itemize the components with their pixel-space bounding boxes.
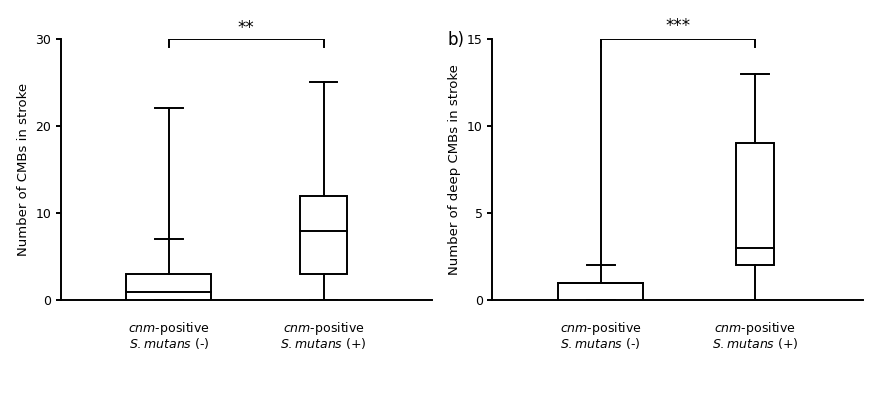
Y-axis label: Number of CMBs in stroke: Number of CMBs in stroke [17, 83, 30, 256]
Text: $\mathit{cnm}$-positive: $\mathit{cnm}$-positive [560, 320, 642, 337]
Text: $\mathit{S.mutans}$ (-): $\mathit{S.mutans}$ (-) [561, 336, 641, 351]
Text: $\mathit{S.mutans}$ (+): $\mathit{S.mutans}$ (+) [280, 336, 367, 351]
Text: $\mathit{cnm}$-positive: $\mathit{cnm}$-positive [128, 320, 210, 337]
Bar [736, 143, 774, 265]
Text: $\mathit{cnm}$-positive: $\mathit{cnm}$-positive [282, 320, 364, 337]
Y-axis label: Number of deep CMBs in stroke: Number of deep CMBs in stroke [448, 64, 461, 275]
Text: $\mathit{cnm}$-positive: $\mathit{cnm}$-positive [715, 320, 796, 337]
Text: ***: *** [665, 17, 691, 35]
Text: $\mathit{S.mutans}$ (+): $\mathit{S.mutans}$ (+) [712, 336, 798, 351]
Bar [127, 274, 211, 300]
Text: b): b) [448, 31, 465, 49]
Text: $\mathit{S.mutans}$ (-): $\mathit{S.mutans}$ (-) [128, 336, 209, 351]
Bar [300, 196, 347, 274]
Text: **: ** [238, 19, 254, 37]
Bar [558, 283, 643, 300]
